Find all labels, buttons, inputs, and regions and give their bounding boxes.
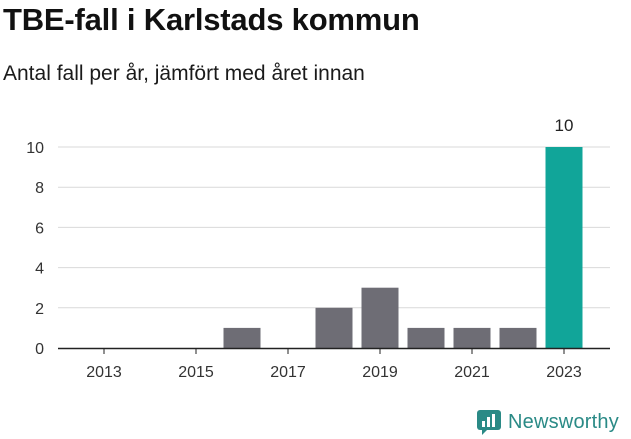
y-tick-label: 10 bbox=[26, 140, 44, 157]
brand-logo: Newsworthy bbox=[476, 408, 619, 436]
bar bbox=[453, 327, 491, 348]
newsworthy-logo-icon bbox=[477, 410, 501, 435]
chart-subtitle: Antal fall per år, jämfört med året inna… bbox=[3, 62, 365, 85]
y-tick-label: 6 bbox=[35, 220, 44, 237]
chart-title: TBE-fall i Karlstads kommun bbox=[3, 2, 420, 37]
x-tick-label: 2019 bbox=[362, 364, 398, 381]
y-tick-label: 0 bbox=[35, 341, 44, 358]
y-tick-label: 4 bbox=[35, 261, 44, 278]
bar bbox=[315, 307, 353, 348]
x-tick-label: 2013 bbox=[86, 364, 122, 381]
bar bbox=[545, 147, 583, 348]
x-tick-label: 2017 bbox=[270, 364, 306, 381]
x-tick-label: 2015 bbox=[178, 364, 214, 381]
bar bbox=[223, 327, 261, 348]
bar bbox=[407, 327, 445, 348]
brand-name: Newsworthy bbox=[508, 410, 619, 433]
data-label: 10 bbox=[555, 116, 574, 135]
bar bbox=[499, 327, 537, 348]
bar bbox=[361, 287, 399, 348]
x-tick-label: 2023 bbox=[546, 364, 582, 381]
y-tick-label: 8 bbox=[35, 180, 44, 197]
y-tick-label: 2 bbox=[35, 301, 44, 318]
x-tick-label: 2021 bbox=[454, 364, 490, 381]
